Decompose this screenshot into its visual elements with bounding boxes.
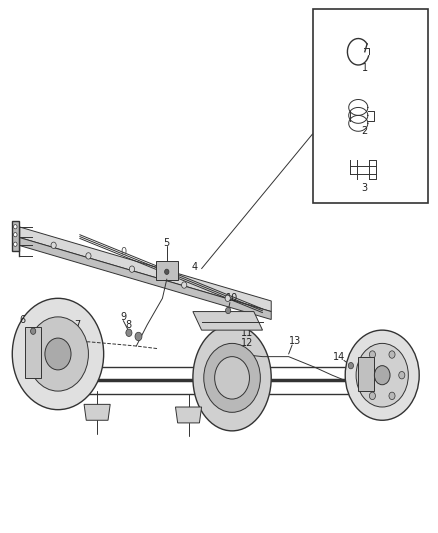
Bar (313, 10, 428, 203)
Polygon shape (358, 357, 374, 391)
Circle shape (31, 328, 36, 334)
Text: 3: 3 (362, 183, 368, 193)
Circle shape (389, 392, 395, 400)
Circle shape (360, 372, 366, 379)
Ellipse shape (193, 325, 271, 431)
Text: 8: 8 (125, 320, 131, 330)
Circle shape (374, 366, 390, 385)
Text: 0: 0 (120, 247, 126, 257)
Circle shape (129, 266, 134, 272)
Text: 14: 14 (332, 352, 345, 361)
Circle shape (12, 298, 104, 410)
Polygon shape (176, 407, 201, 423)
Circle shape (215, 357, 250, 399)
Circle shape (86, 253, 91, 259)
Text: 1: 1 (362, 63, 368, 72)
Circle shape (348, 362, 353, 369)
Text: 6: 6 (19, 314, 25, 325)
Text: 10: 10 (226, 293, 238, 303)
Circle shape (135, 332, 142, 341)
Circle shape (14, 232, 17, 237)
Circle shape (45, 338, 71, 370)
Circle shape (182, 282, 187, 288)
Polygon shape (12, 221, 19, 251)
Text: 13: 13 (289, 336, 301, 346)
Polygon shape (156, 261, 178, 280)
Circle shape (126, 329, 132, 336)
Circle shape (399, 372, 405, 379)
Text: 12: 12 (241, 338, 254, 349)
Text: 11: 11 (241, 328, 254, 338)
Polygon shape (25, 327, 41, 378)
Circle shape (356, 343, 408, 407)
Circle shape (51, 242, 56, 248)
Circle shape (14, 242, 17, 246)
Circle shape (204, 343, 260, 413)
Polygon shape (19, 227, 271, 312)
Polygon shape (193, 312, 262, 330)
Circle shape (226, 308, 231, 314)
Text: 9: 9 (120, 312, 126, 322)
Circle shape (165, 269, 169, 274)
Circle shape (345, 330, 419, 420)
Circle shape (14, 224, 17, 229)
Text: 7: 7 (74, 320, 81, 330)
Polygon shape (84, 405, 110, 420)
Circle shape (28, 317, 88, 391)
Circle shape (369, 351, 375, 358)
Text: 5: 5 (164, 238, 170, 248)
Text: 4: 4 (192, 262, 198, 271)
Text: 15: 15 (369, 346, 381, 357)
Circle shape (225, 295, 230, 302)
Text: 2: 2 (362, 126, 368, 136)
Circle shape (389, 351, 395, 358)
Polygon shape (19, 237, 271, 319)
Circle shape (369, 392, 375, 400)
